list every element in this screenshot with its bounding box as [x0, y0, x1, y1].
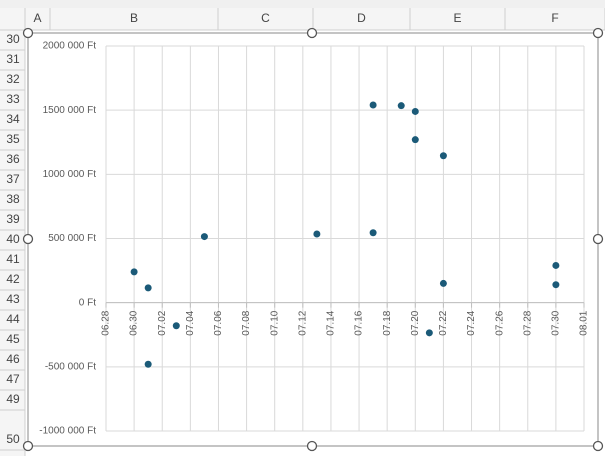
- y-tick-label: -1000 000 Ft: [39, 426, 96, 437]
- x-tick-label: 07.20: [410, 310, 421, 335]
- x-tick-label: 07.18: [382, 310, 393, 335]
- point: [172, 322, 180, 330]
- x-tick-label: 07.02: [157, 310, 168, 335]
- row-header[interactable]: 30: [6, 32, 20, 46]
- row-header[interactable]: 39: [6, 212, 20, 226]
- row-header[interactable]: 42: [6, 272, 20, 286]
- y-tick-label: -500 000 Ft: [45, 361, 96, 372]
- row-header[interactable]: 32: [6, 72, 20, 86]
- y-tick-label: 2000 000 Ft: [43, 41, 97, 52]
- resize-handle[interactable]: [22, 440, 34, 452]
- toolbar-strip: [0, 0, 605, 8]
- y-tick-label: 0 Ft: [79, 297, 96, 308]
- resize-handle[interactable]: [22, 233, 34, 245]
- y-tick-label: 1500 000 Ft: [43, 105, 97, 116]
- row-header[interactable]: 49: [6, 392, 20, 406]
- resize-handle[interactable]: [592, 27, 604, 39]
- column-header[interactable]: D: [357, 11, 366, 25]
- x-tick-label: 07.30: [551, 310, 562, 335]
- x-tick-label: 07.28: [522, 310, 533, 335]
- row-header[interactable]: 47: [6, 372, 20, 386]
- x-tick-label: 07.26: [494, 310, 505, 335]
- row-header[interactable]: 35: [6, 132, 20, 146]
- row-header[interactable]: 43: [6, 292, 20, 306]
- column-header[interactable]: E: [453, 11, 461, 25]
- row-header[interactable]: 31: [6, 52, 20, 66]
- row-header[interactable]: 50: [6, 432, 20, 446]
- x-tick-label: 06.28: [101, 310, 112, 335]
- x-tick-label: 07.24: [466, 310, 477, 335]
- row-header[interactable]: 41: [6, 252, 20, 266]
- resize-handle[interactable]: [592, 440, 604, 452]
- point: [369, 101, 377, 109]
- x-tick-label: 07.10: [269, 310, 280, 335]
- y-tick-label: 1000 000 Ft: [43, 169, 97, 180]
- column-header-bar: [0, 8, 605, 30]
- x-tick-label: 07.22: [438, 310, 449, 335]
- x-tick-label: 07.04: [185, 310, 196, 335]
- row-header[interactable]: 38: [6, 192, 20, 206]
- chart-frame[interactable]: [27, 32, 599, 447]
- point: [411, 136, 419, 144]
- x-tick-label: 07.06: [213, 310, 224, 335]
- resize-handle[interactable]: [306, 440, 318, 452]
- point: [200, 233, 208, 241]
- row-header[interactable]: 40: [6, 232, 20, 246]
- point: [313, 230, 321, 238]
- point: [439, 152, 447, 160]
- column-header[interactable]: B: [130, 11, 138, 25]
- y-tick-label: 500 000 Ft: [48, 233, 96, 244]
- x-tick-label: 07.16: [354, 310, 365, 335]
- point: [369, 229, 377, 237]
- column-header[interactable]: F: [551, 11, 558, 25]
- x-tick-label: 07.12: [297, 310, 308, 335]
- point: [397, 102, 405, 110]
- point: [425, 329, 433, 337]
- point: [439, 279, 447, 287]
- row-header[interactable]: 45: [6, 332, 20, 346]
- point: [552, 261, 560, 269]
- row-header[interactable]: 37: [6, 172, 20, 186]
- row-header-bar: [0, 30, 25, 456]
- x-tick-label: 07.14: [326, 310, 337, 335]
- column-header[interactable]: C: [261, 11, 270, 25]
- column-header[interactable]: A: [33, 11, 41, 25]
- point: [552, 281, 560, 289]
- point: [130, 268, 138, 276]
- resize-handle[interactable]: [306, 27, 318, 39]
- resize-handle[interactable]: [592, 233, 604, 245]
- row-header[interactable]: 44: [6, 312, 20, 326]
- point: [144, 284, 152, 292]
- row-header[interactable]: 46: [6, 352, 20, 366]
- x-tick-label: 06.30: [129, 310, 140, 335]
- x-tick-label: 07.08: [241, 310, 252, 335]
- point: [144, 360, 152, 368]
- row-header[interactable]: 34: [6, 112, 20, 126]
- point: [411, 107, 419, 115]
- x-tick-label: 08.01: [579, 310, 590, 335]
- resize-handle[interactable]: [22, 27, 34, 39]
- row-header[interactable]: 33: [6, 92, 20, 106]
- row-header[interactable]: 36: [6, 152, 20, 166]
